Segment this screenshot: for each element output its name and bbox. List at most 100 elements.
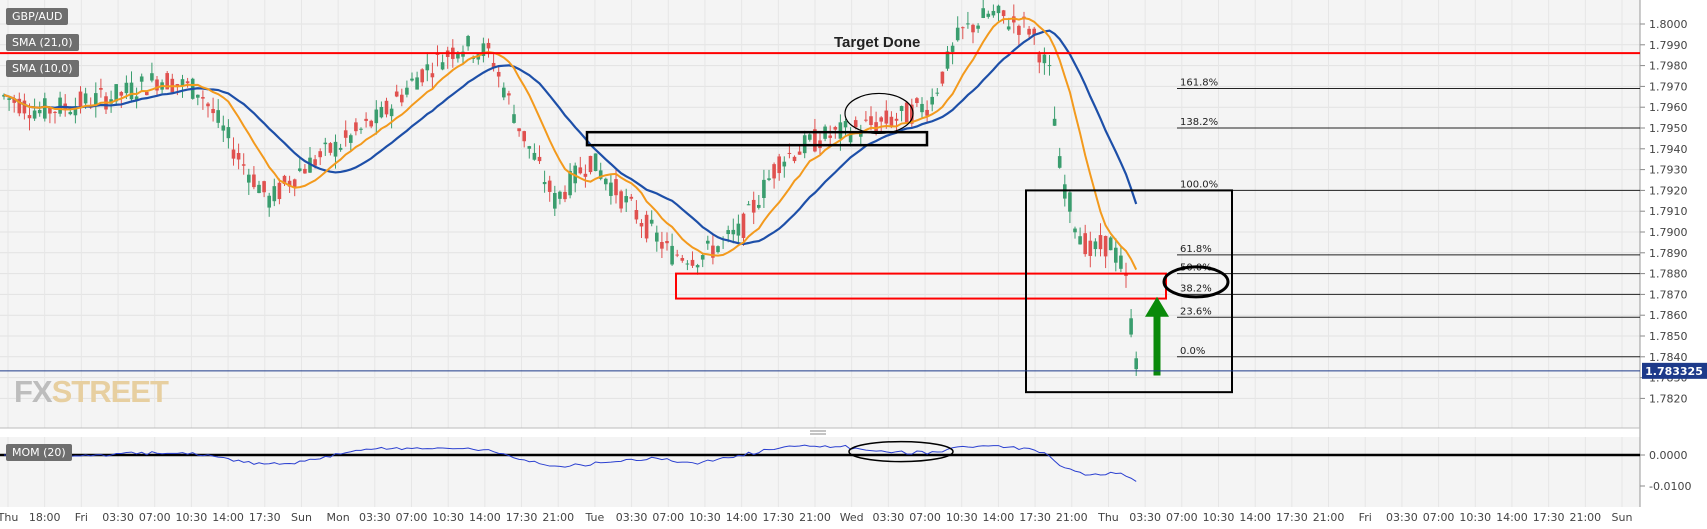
- momentum-label[interactable]: MOM (20): [6, 444, 72, 461]
- x-tick-label: Sun: [1612, 511, 1633, 524]
- candle-body: [338, 147, 343, 150]
- candle-body: [349, 135, 353, 143]
- candle-body: [298, 168, 302, 171]
- candle-body: [58, 97, 62, 114]
- candle-body: [782, 161, 787, 167]
- x-tick-label: 14:00: [1496, 511, 1528, 524]
- candle-body: [1124, 274, 1128, 276]
- candle-body: [1006, 26, 1011, 30]
- candle-body: [726, 230, 730, 235]
- candle-body: [843, 121, 848, 128]
- candle-body: [415, 77, 419, 90]
- candle-body: [328, 143, 333, 153]
- up-arrow-head: [1145, 296, 1169, 317]
- y-tick-label: 1.7860: [1649, 309, 1688, 322]
- x-tick-label: Thu: [1097, 511, 1119, 524]
- candle-body: [736, 223, 741, 236]
- candle-body: [731, 229, 736, 235]
- candle-body: [323, 142, 328, 145]
- candle-body: [925, 109, 929, 116]
- candle-body: [644, 214, 649, 239]
- candle-body: [313, 159, 317, 166]
- candle-body: [211, 108, 215, 114]
- y-tick-label: 1.7900: [1649, 226, 1688, 239]
- candle-body: [624, 196, 628, 203]
- x-tick-label: 14:00: [469, 511, 501, 524]
- x-tick-label: Fri: [1359, 511, 1372, 524]
- candle-body: [466, 35, 470, 47]
- momentum-highlight: [848, 440, 954, 463]
- fib-level-label: 61.8%: [1180, 244, 1212, 255]
- candle-body: [333, 141, 338, 157]
- candle-body: [512, 114, 516, 123]
- candle-body: [99, 88, 103, 90]
- candle-body: [583, 173, 588, 177]
- sma10-label[interactable]: SMA (10,0): [6, 60, 79, 77]
- y-tick-label: 1.7880: [1649, 268, 1688, 281]
- candle-body: [568, 170, 572, 196]
- candle-body: [221, 125, 226, 131]
- x-tick-label: 10:30: [1459, 511, 1491, 524]
- candle-body: [262, 181, 266, 193]
- instrument-label: GBP/AUD: [6, 8, 69, 25]
- y-tick-label: 1.7920: [1649, 184, 1688, 197]
- candle-body: [950, 45, 955, 52]
- x-tick-label: 03:30: [1129, 511, 1161, 524]
- candle-body: [303, 168, 307, 174]
- candle-body: [808, 134, 812, 140]
- candle-body: [1119, 255, 1123, 269]
- sma21-label[interactable]: SMA (21,0): [6, 34, 79, 51]
- candle-body: [78, 91, 83, 108]
- candle-body: [32, 110, 37, 119]
- candle-body: [53, 111, 57, 113]
- x-tick-label: 17:30: [762, 511, 794, 524]
- highlight-circle: [844, 92, 914, 135]
- candle-body: [706, 240, 710, 244]
- mom-tick-label: 0.0000: [1649, 449, 1688, 462]
- candle-body: [440, 62, 445, 70]
- y-tick-label: 1.7980: [1649, 60, 1688, 73]
- fib-level-label: 138.2%: [1180, 117, 1218, 128]
- candle-body: [1037, 54, 1042, 63]
- candle-body: [711, 245, 715, 258]
- candle-body: [522, 131, 526, 142]
- candle-body: [48, 108, 52, 114]
- y-tick-label: 1.7890: [1649, 247, 1688, 260]
- candle-body: [134, 96, 139, 100]
- candle-body: [287, 180, 292, 187]
- candle-body: [267, 195, 271, 208]
- candle-body: [1129, 318, 1133, 335]
- candle-body: [486, 42, 491, 49]
- candle-body: [277, 182, 282, 200]
- candle-body: [981, 8, 985, 18]
- candle-body: [940, 71, 945, 84]
- candle-body: [915, 98, 919, 104]
- candle-body: [828, 135, 832, 138]
- candle-body: [1073, 228, 1077, 233]
- candle-body: [930, 96, 934, 105]
- candle-body: [889, 116, 894, 126]
- candle-body: [1114, 247, 1118, 263]
- candle-body: [762, 179, 766, 199]
- x-tick-label: 14:00: [983, 511, 1015, 524]
- candle-body: [7, 98, 11, 100]
- candle-body: [945, 51, 950, 69]
- candle-body: [833, 127, 838, 130]
- candle-body: [139, 76, 144, 82]
- candle-body: [604, 178, 608, 185]
- candle-body: [787, 152, 792, 154]
- candle-body: [558, 191, 562, 199]
- x-tick-label: 21:00: [1313, 511, 1345, 524]
- candle-body: [695, 265, 700, 268]
- x-tick-label: Tue: [585, 511, 605, 524]
- candle-body: [420, 69, 424, 83]
- candle-body: [379, 106, 384, 118]
- y-tick-label: 1.7990: [1649, 39, 1688, 52]
- candle-body: [741, 213, 746, 238]
- candle-body: [542, 182, 547, 185]
- y-tick-label: 1.7910: [1649, 205, 1688, 218]
- candle-body: [231, 149, 236, 159]
- fib-50-circle: [1162, 265, 1230, 299]
- candle-body: [629, 196, 634, 199]
